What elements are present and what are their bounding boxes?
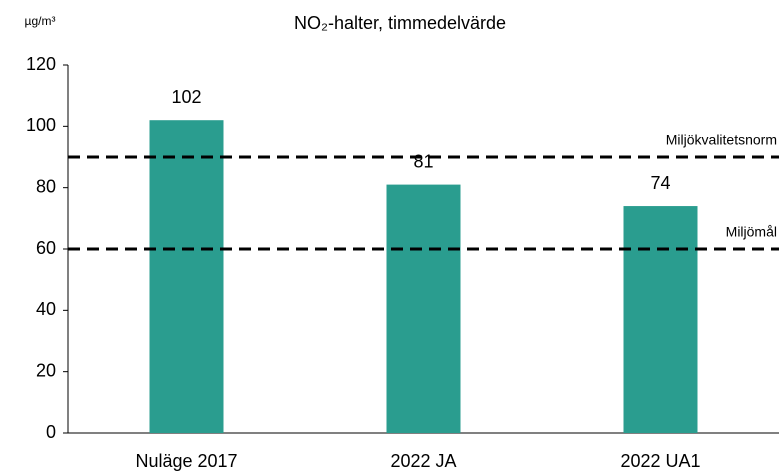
- chart-title: NO₂-halter, timmedelvärde: [294, 13, 506, 33]
- y-tick-label: 40: [36, 299, 56, 319]
- bar: [386, 184, 461, 433]
- y-tick-label: 20: [36, 360, 56, 380]
- y-axis-label: µg/m³: [25, 14, 56, 28]
- x-tick-label: 2022 JA: [390, 451, 456, 471]
- y-tick-label: 60: [36, 238, 56, 258]
- bar: [623, 206, 698, 433]
- reference-label: Miljömål: [726, 224, 777, 240]
- y-tick-label: 0: [46, 422, 56, 442]
- x-tick-label: 2022 UA1: [620, 451, 700, 471]
- x-tick-label: Nuläge 2017: [135, 451, 237, 471]
- data-label: 81: [413, 151, 433, 171]
- reference-label: Miljökvalitetsnorm: [666, 132, 777, 148]
- y-tick-label: 100: [26, 115, 56, 135]
- data-label: 74: [650, 173, 670, 193]
- bar: [149, 120, 224, 433]
- y-tick-label: 120: [26, 54, 56, 74]
- data-label: 102: [171, 87, 201, 107]
- y-tick-label: 80: [36, 176, 56, 196]
